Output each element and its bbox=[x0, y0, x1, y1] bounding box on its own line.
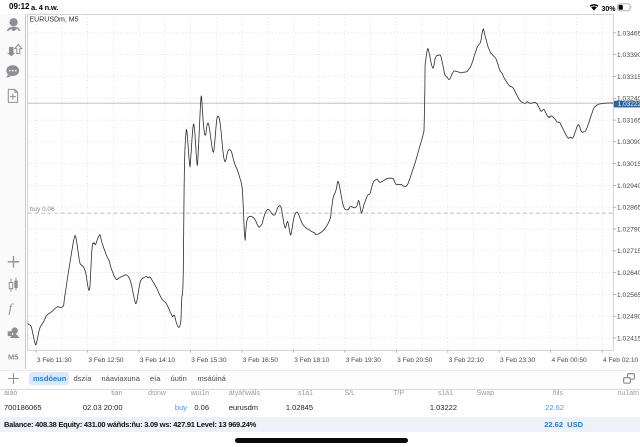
svg-text:1.02490: 1.02490 bbox=[617, 314, 640, 321]
svg-text:3 Feb 11:30: 3 Feb 11:30 bbox=[37, 357, 72, 364]
svg-text:4 Feb 00:50: 4 Feb 00:50 bbox=[552, 357, 588, 364]
svg-text:4 Feb 02:10: 4 Feb 02:10 bbox=[603, 357, 639, 364]
svg-text:M5: M5 bbox=[8, 353, 18, 362]
svg-text:30%: 30% bbox=[602, 6, 617, 12]
svg-text:1.02715: 1.02715 bbox=[617, 248, 640, 255]
svg-text:1.02415: 1.02415 bbox=[617, 335, 640, 342]
svg-text:3 Feb 23:30: 3 Feb 23:30 bbox=[500, 357, 536, 364]
svg-text:3 Feb 16:50: 3 Feb 16:50 bbox=[243, 357, 279, 364]
svg-text:3 Feb 19:30: 3 Feb 19:30 bbox=[346, 357, 382, 364]
svg-text:EURUSDm, M5: EURUSDm, M5 bbox=[30, 17, 79, 24]
svg-text:1.02865: 1.02865 bbox=[617, 205, 640, 212]
svg-text:1.03315: 1.03315 bbox=[617, 74, 640, 81]
svg-text:3 Feb 20:50: 3 Feb 20:50 bbox=[397, 357, 433, 364]
svg-text:1.03390: 1.03390 bbox=[617, 52, 640, 59]
svg-text:3 Feb 18:10: 3 Feb 18:10 bbox=[294, 357, 330, 364]
svg-text:1.03240: 1.03240 bbox=[617, 96, 640, 103]
svg-text:1.03090: 1.03090 bbox=[617, 139, 640, 146]
svg-text:3 Feb 15:30: 3 Feb 15:30 bbox=[191, 357, 227, 364]
svg-text:1.02640: 1.02640 bbox=[617, 270, 640, 277]
svg-text:1.03465: 1.03465 bbox=[617, 30, 640, 37]
svg-text:1.03015: 1.03015 bbox=[617, 161, 640, 168]
svg-text:1.02565: 1.02565 bbox=[617, 292, 640, 299]
svg-text:1.02940: 1.02940 bbox=[617, 183, 640, 190]
svg-text:1.03222: 1.03222 bbox=[618, 101, 640, 108]
svg-text:3 Feb 12:50: 3 Feb 12:50 bbox=[88, 357, 124, 364]
svg-text:buy 0.06: buy 0.06 bbox=[30, 206, 55, 213]
svg-text:3 Feb 14:10: 3 Feb 14:10 bbox=[140, 357, 176, 364]
svg-text:1.03165: 1.03165 bbox=[617, 118, 640, 125]
svg-text:1.02790: 1.02790 bbox=[617, 226, 640, 233]
svg-text:f: f bbox=[9, 301, 15, 316]
svg-text:3 Feb 22:10: 3 Feb 22:10 bbox=[449, 357, 485, 364]
